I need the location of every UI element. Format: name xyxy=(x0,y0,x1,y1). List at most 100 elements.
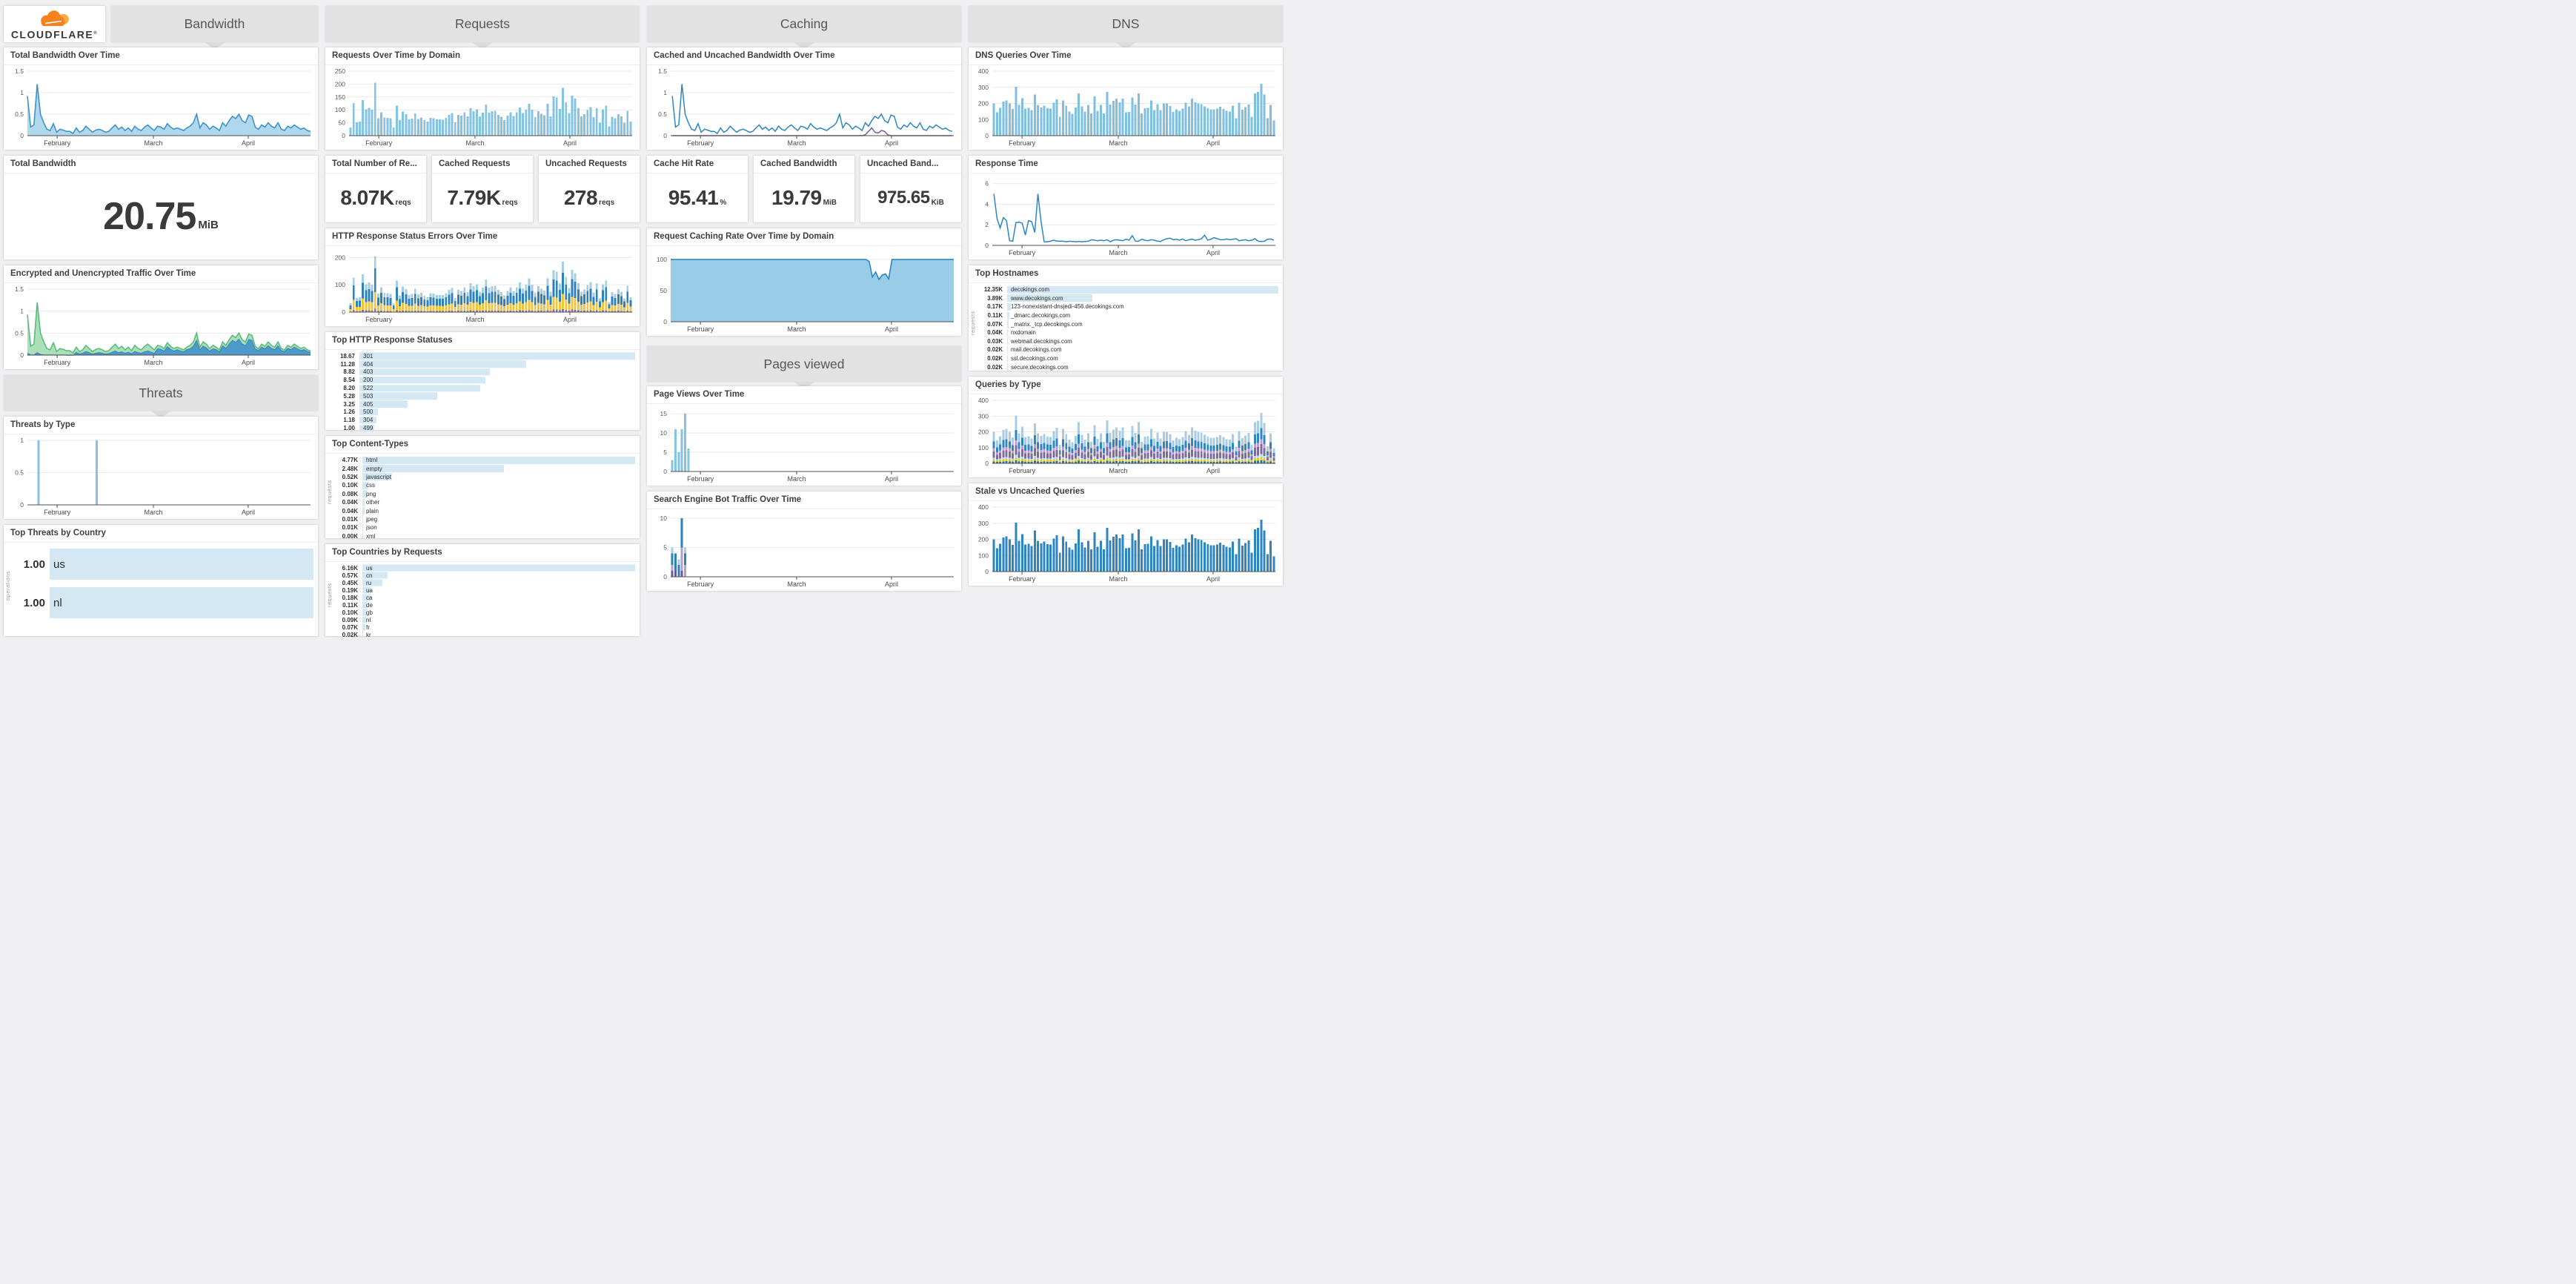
list-row-value: 0.45K xyxy=(342,579,358,586)
http-errors-chart[interactable]: 0 100 200 February March April xyxy=(327,247,638,325)
total-bandwidth-over-time-chart[interactable]: 0 0.5 1 1.5 February March April xyxy=(5,66,316,148)
svg-text:0: 0 xyxy=(20,351,24,359)
response-time-chart[interactable]: 0 2 4 6 February March April xyxy=(970,174,1281,258)
card-title: Total Number of Re... xyxy=(325,156,426,173)
svg-text:100: 100 xyxy=(335,281,345,288)
cloudflare-analytics-dashboard: CLOUDFLARE® Bandwidth Total Bandwidth Ov… xyxy=(0,0,1288,642)
svg-text:February: February xyxy=(687,475,714,483)
card-title: Cached and Uncached Bandwidth Over Time xyxy=(647,47,961,65)
list-row-label: 200 xyxy=(363,377,374,384)
card-title: Uncached Requests xyxy=(539,156,640,173)
card-title: Top HTTP Response Statuses xyxy=(325,332,640,350)
section-title: Threats xyxy=(139,385,183,400)
list-row-bar xyxy=(359,377,485,384)
list-row: 8.82 403 xyxy=(328,368,635,377)
list-row-label: 503 xyxy=(363,392,374,400)
threats-by-type-chart[interactable]: 0 0.5 1 February March April xyxy=(5,435,316,517)
section-header-pages-viewed[interactable]: Pages viewed xyxy=(647,346,961,389)
card-stale-uncached: Stale vs Uncached Queries 0 100 200 300 400 F… xyxy=(969,483,1283,586)
list-row-value: 0.01K xyxy=(342,515,358,523)
list-row-value: 0.11K xyxy=(342,601,358,609)
list-row-bar xyxy=(1007,294,1093,302)
requests-over-time-chart[interactable]: 0 50 100 150 200 250 February March April xyxy=(327,66,638,148)
svg-text:0: 0 xyxy=(20,132,24,139)
section-title: Pages viewed xyxy=(763,356,845,371)
svg-text:0.5: 0.5 xyxy=(15,110,24,118)
list-row-label: xml xyxy=(366,532,376,540)
card-queries-by-type: Queries by Type 0 100 200 300 400 February Mar… xyxy=(969,377,1283,477)
list-row: 11.28 404 xyxy=(328,360,635,368)
section-header-threats[interactable]: Threats xyxy=(4,375,318,418)
svg-text:March: March xyxy=(1109,249,1127,257)
list-row-value: 0.08K xyxy=(342,490,358,497)
stat-value: 95.41 xyxy=(668,185,719,209)
card-top-content-types: Top Content-Types requests 4.77K html 2.48K… xyxy=(325,436,640,540)
list-row-label: cn xyxy=(366,572,373,579)
list-row-bar xyxy=(362,564,635,572)
list-row-label: nxdomain xyxy=(1011,329,1036,337)
list-row-value: 0.02K xyxy=(987,346,1003,354)
list-row-label: mail.decokings.com xyxy=(1011,346,1062,354)
svg-text:10: 10 xyxy=(660,514,668,522)
stale-uncached-chart[interactable]: 0 100 200 300 400 February March April xyxy=(970,502,1281,584)
svg-text:10: 10 xyxy=(660,429,668,437)
list-row: 1.00 us xyxy=(7,545,313,583)
list-row-value: 8.20 xyxy=(343,385,355,392)
card-page-views: Page Views Over Time 0 5 10 15 February March… xyxy=(647,386,961,486)
list-row: 6.16K us xyxy=(328,564,635,572)
card-title: DNS Queries Over Time xyxy=(969,47,1283,65)
svg-text:2: 2 xyxy=(985,221,989,228)
list-row-bar xyxy=(359,392,438,400)
list-row-value: 8.54 xyxy=(343,377,355,384)
svg-text:February: February xyxy=(1009,139,1036,147)
section-header-bandwidth[interactable]: Bandwidth xyxy=(111,6,318,50)
section-header-dns[interactable]: DNS xyxy=(969,6,1283,50)
list-row-label: 522 xyxy=(363,385,374,392)
list-row-value: 2.48K xyxy=(342,465,358,472)
svg-text:April: April xyxy=(563,316,577,323)
section-header-caching[interactable]: Caching xyxy=(647,6,961,50)
stat-unit: % xyxy=(720,199,727,207)
card-top-countries: Top Countries by Requests requests 6.16K u… xyxy=(325,544,640,638)
svg-text:February: February xyxy=(365,139,393,147)
queries-by-type-chart[interactable]: 0 100 200 300 400 February March April xyxy=(970,395,1281,476)
list-row: 0.10K gb xyxy=(328,609,635,616)
list-row-value: 18.67 xyxy=(339,352,355,360)
svg-text:March: March xyxy=(144,509,162,516)
page-views-chart[interactable]: 0 5 10 15 February March April xyxy=(648,405,960,484)
card-cached-requests-stat: Cached Requests 7.79K reqs xyxy=(432,156,533,222)
svg-text:0: 0 xyxy=(663,318,667,325)
list-row-bar xyxy=(362,616,367,623)
list-row-label: ua xyxy=(366,586,373,594)
list-row-bar xyxy=(362,586,371,594)
svg-text:50: 50 xyxy=(339,119,346,127)
bot-traffic-chart[interactable]: 0 5 10 February March April xyxy=(648,510,960,589)
list-row: 0.57K cn xyxy=(328,572,635,579)
list-row: 5.28 503 xyxy=(328,392,635,400)
list-row-value: 0.04K xyxy=(987,329,1003,337)
caching-rate-chart[interactable]: 0 50 100 February March April xyxy=(648,247,960,334)
card-title: Total Bandwidth Over Time xyxy=(4,47,318,65)
section-header-requests[interactable]: Requests xyxy=(325,6,640,50)
card-title: Page Views Over Time xyxy=(647,386,961,404)
list-row-label: 304 xyxy=(363,417,374,424)
svg-text:200: 200 xyxy=(978,428,989,436)
svg-text:February: February xyxy=(44,139,71,147)
list-row: 0.00K xml xyxy=(328,532,635,540)
list-axis-unit: requests xyxy=(326,480,333,504)
card-caching-rate: Request Caching Rate Over Time by Domain… xyxy=(647,228,961,336)
list-row-bar xyxy=(1007,311,1010,320)
list-row-label: gb xyxy=(366,609,373,616)
svg-text:15: 15 xyxy=(660,410,668,417)
dns-queries-chart[interactable]: 0 100 200 300 400 February March April xyxy=(970,66,1281,148)
cloudflare-wordmark: CLOUDFLARE® xyxy=(10,28,99,41)
list-row: 3.25 405 xyxy=(328,400,635,408)
svg-text:50: 50 xyxy=(660,287,668,294)
encrypted-traffic-chart[interactable]: 0 0.5 1 1.5 February March April xyxy=(5,284,316,368)
list-row-value: 1.26 xyxy=(343,408,355,416)
svg-text:February: February xyxy=(687,139,714,147)
svg-text:0: 0 xyxy=(985,242,989,249)
section-title: Bandwidth xyxy=(184,16,245,31)
list-row: 1.26 500 xyxy=(328,408,635,417)
cached-uncached-bandwidth-chart[interactable]: 0 0.5 1 1.5 February March April xyxy=(648,66,960,148)
